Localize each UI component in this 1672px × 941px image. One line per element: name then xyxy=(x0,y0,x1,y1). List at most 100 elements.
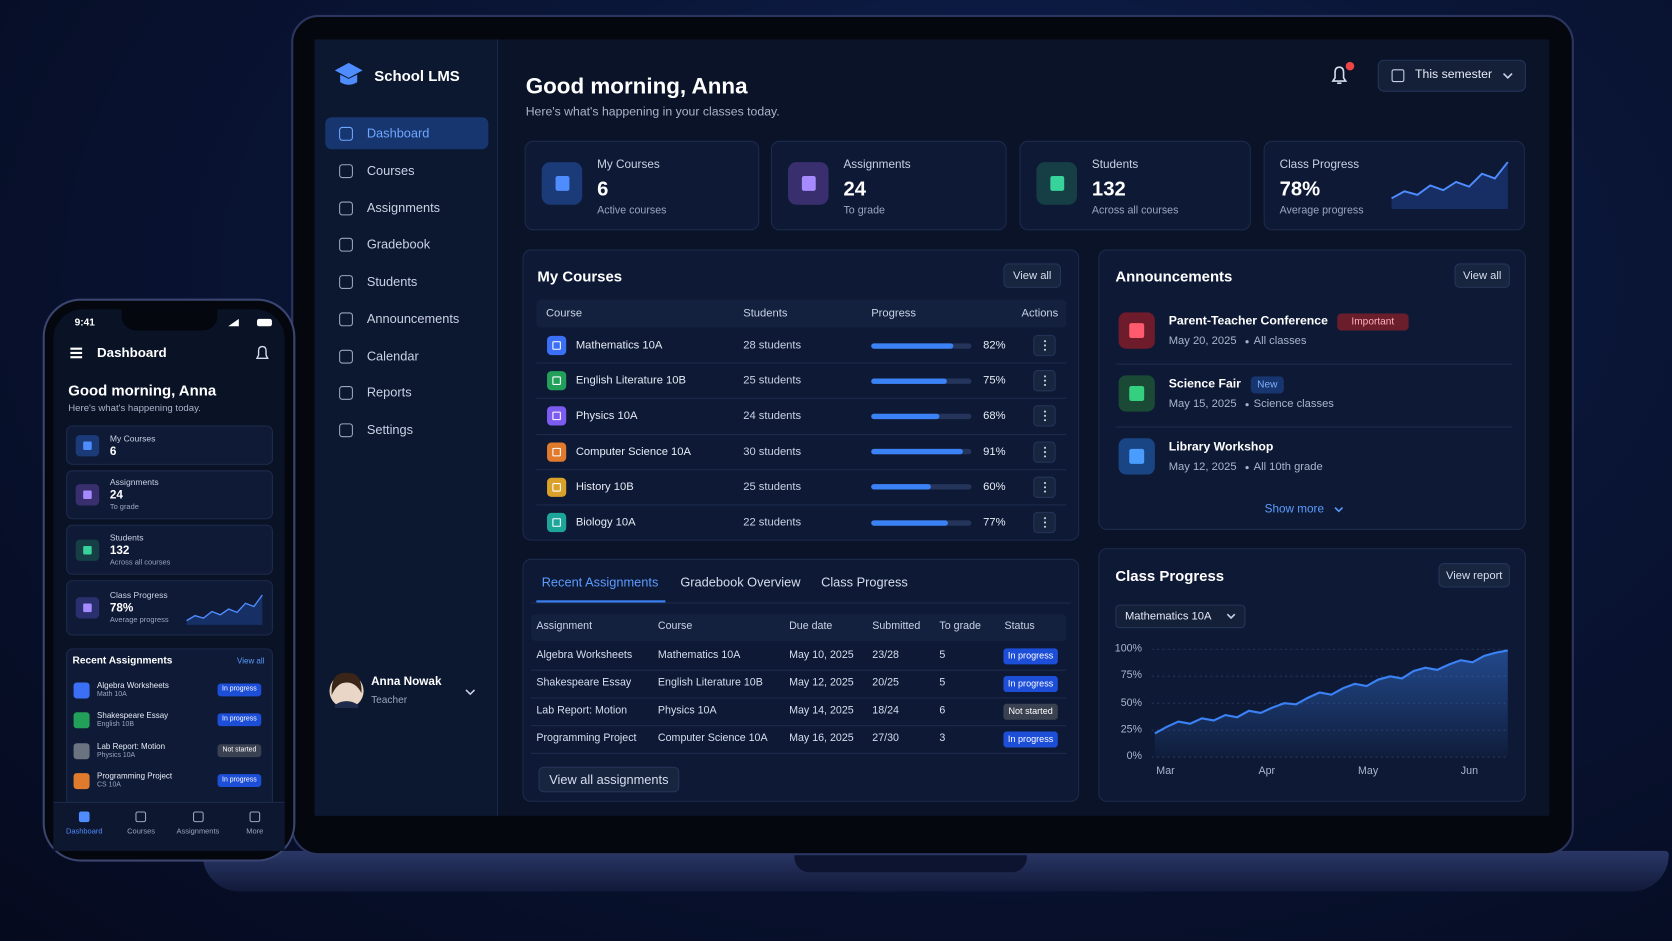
cell: 5 xyxy=(939,677,946,689)
view-all-button-label: View all xyxy=(1013,268,1052,282)
action-dot xyxy=(1043,481,1046,484)
action-dot xyxy=(1043,521,1046,524)
status-label: Not started xyxy=(1008,705,1053,717)
show-more[interactable]: Show more xyxy=(1264,502,1324,516)
announcement-title: Library Workshop xyxy=(1168,440,1274,454)
notification-dot xyxy=(1345,61,1355,71)
phone-row-course: Physics 10A xyxy=(97,751,136,759)
nav-item[interactable]: Announcements xyxy=(366,311,460,327)
filter-select[interactable] xyxy=(1115,604,1246,629)
tag-label: Important xyxy=(1351,315,1395,328)
view-report-button[interactable] xyxy=(1438,563,1510,588)
stat-label: Class Progress xyxy=(1279,158,1360,172)
separator-dot xyxy=(1245,339,1249,343)
nav-item[interactable]: Courses xyxy=(366,162,415,178)
bell xyxy=(1331,66,1348,84)
phone-recent-title: Recent Assignments xyxy=(72,654,173,667)
action-dot xyxy=(1043,340,1046,343)
view-all-button[interactable] xyxy=(1003,263,1061,288)
nav-item[interactable]: Assignments xyxy=(366,199,441,215)
y-tick-label: 75% xyxy=(1120,669,1143,682)
cell: Shakespeare Essay xyxy=(536,677,632,689)
tab-divider xyxy=(531,602,1071,604)
view-all-assignments[interactable] xyxy=(538,766,680,793)
nav-icon xyxy=(339,386,353,401)
subtitle: Here's what's happening in your classes … xyxy=(525,105,780,119)
phone-stat-value: 24 xyxy=(109,488,123,502)
stat-card xyxy=(1263,140,1525,231)
nav-item[interactable]: Gradebook xyxy=(366,236,431,252)
tag xyxy=(1337,313,1409,331)
cell: 5 xyxy=(939,649,946,662)
tab[interactable]: Recent Assignments xyxy=(541,574,659,590)
action-dot xyxy=(1043,344,1046,347)
course-students: 24 students xyxy=(743,409,802,423)
course-icon-glyph xyxy=(552,412,561,421)
avatar-hair xyxy=(331,672,362,696)
announcement-title: Science Fair xyxy=(1168,377,1241,391)
progress-bar xyxy=(871,449,963,455)
view-all-button[interactable] xyxy=(1454,263,1510,288)
phone-tab-label[interactable]: Dashboard xyxy=(65,828,103,836)
stat-value: 24 xyxy=(843,178,867,202)
sparkline-area xyxy=(1391,162,1508,210)
phone-stat-note: Across all courses xyxy=(109,558,171,567)
phone-sparkline-area xyxy=(186,595,263,625)
sparkline xyxy=(1391,161,1509,200)
stat-value: 6 xyxy=(597,178,609,202)
course-icon-glyph xyxy=(552,341,561,350)
phone-view-all[interactable]: View all xyxy=(237,656,265,666)
line xyxy=(1154,649,1508,735)
phone-time: 9:41 xyxy=(74,316,95,329)
nav-icon xyxy=(339,349,353,364)
phone-tab-label[interactable]: More xyxy=(246,828,264,836)
tab[interactable]: Gradebook Overview xyxy=(680,574,801,590)
phone-tab-icon xyxy=(249,811,261,823)
nav-item[interactable]: Calendar xyxy=(366,348,419,364)
progress-bar xyxy=(871,413,940,419)
phone-title: Dashboard xyxy=(97,345,167,361)
chevron xyxy=(1334,507,1344,513)
nav-item[interactable]: Settings xyxy=(366,422,414,438)
column-header: Progress xyxy=(871,306,916,320)
tab[interactable]: Class Progress xyxy=(821,574,908,590)
period-select[interactable] xyxy=(1377,59,1526,92)
phone-row-icon xyxy=(73,772,90,789)
announcement-audience: All 10th grade xyxy=(1253,460,1323,474)
progress-label: 60% xyxy=(983,480,1006,494)
cell: English Literature 10B xyxy=(657,677,763,689)
column-header: To grade xyxy=(939,620,981,633)
nav-item[interactable]: Dashboard xyxy=(366,125,430,141)
course-icon xyxy=(547,406,567,426)
phone-tab-label[interactable]: Assignments xyxy=(176,828,220,836)
action-dot xyxy=(1043,446,1046,449)
progress-label: 75% xyxy=(983,374,1006,388)
nav-item[interactable]: Reports xyxy=(366,385,412,401)
course-icon xyxy=(547,477,567,497)
phone-tab-label[interactable]: Courses xyxy=(127,828,155,836)
row-divider xyxy=(536,362,1067,364)
cell: 6 xyxy=(939,704,946,717)
column-header: Actions xyxy=(1021,306,1059,320)
phone-tab-icon xyxy=(192,811,204,823)
course-students: 25 students xyxy=(743,480,802,494)
cell: Lab Report: Motion xyxy=(536,704,628,717)
cell: 3 xyxy=(939,732,946,745)
nav-item[interactable]: Students xyxy=(366,274,418,289)
cell: 27/30 xyxy=(872,732,899,745)
phone-notch xyxy=(121,309,218,331)
course-icon xyxy=(547,512,567,533)
course-icon-glyph xyxy=(552,447,561,456)
stat-icon xyxy=(801,175,816,191)
avatar-body xyxy=(334,701,359,709)
cell: May 10, 2025 xyxy=(789,649,854,662)
announcement-icon xyxy=(1129,448,1145,464)
calendar-icon xyxy=(1391,69,1405,83)
period-label: This semester xyxy=(1415,68,1493,82)
phone-row-icon xyxy=(73,712,90,729)
greeting: Good morning, Anna xyxy=(525,74,748,99)
phone-tab-icon xyxy=(78,811,90,823)
cell: 20/25 xyxy=(872,677,899,689)
